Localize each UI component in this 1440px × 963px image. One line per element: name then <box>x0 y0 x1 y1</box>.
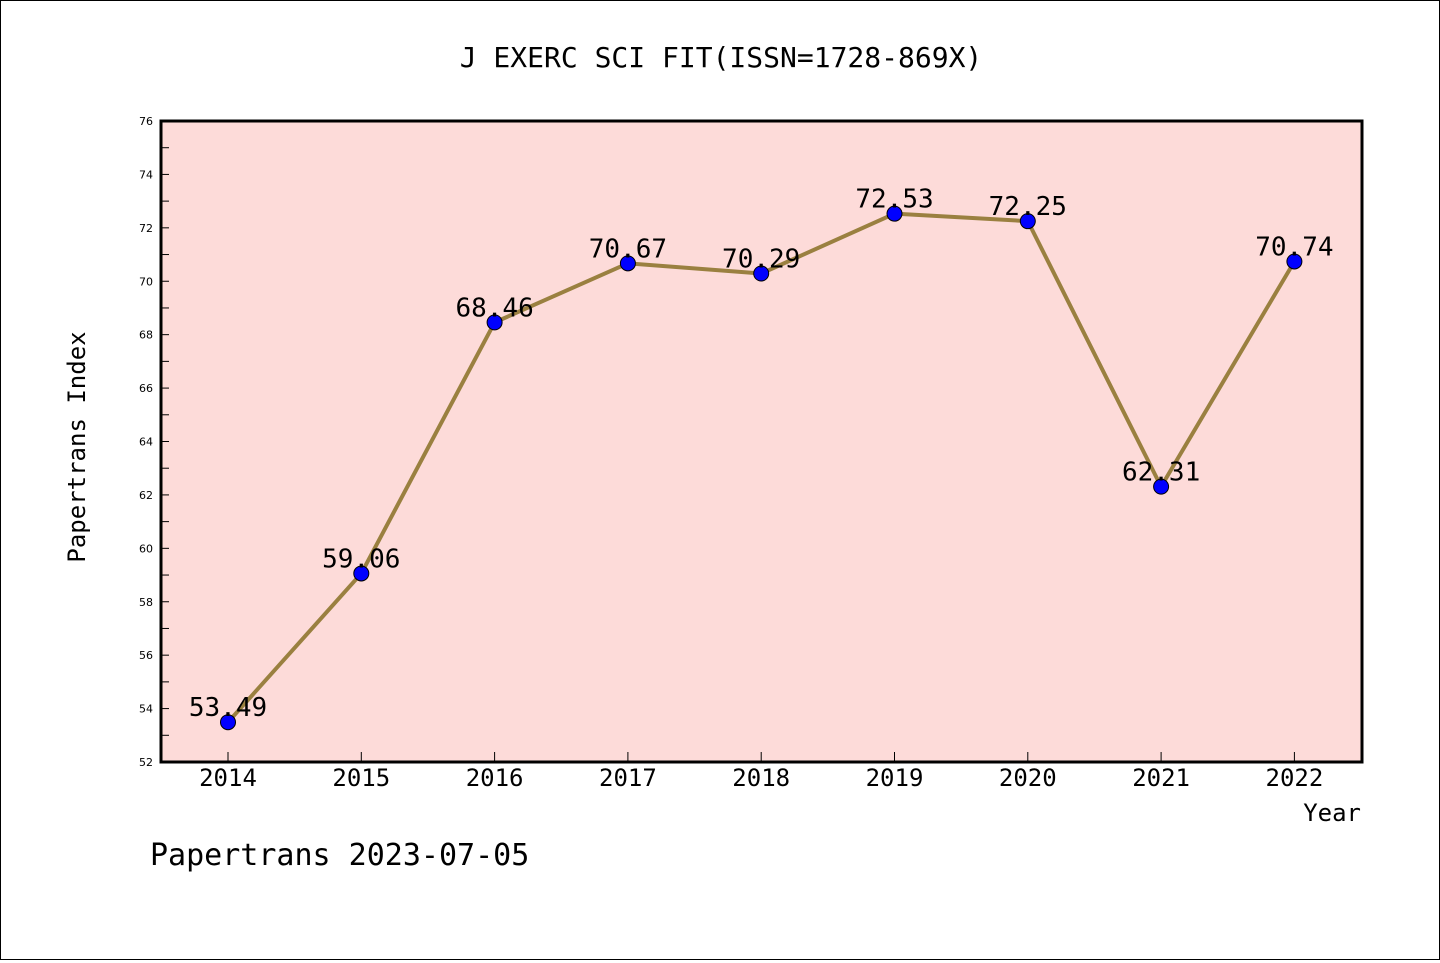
data-point <box>1286 253 1303 270</box>
plot-area <box>159 119 1364 764</box>
x-tick-label: 2018 <box>732 764 790 792</box>
data-point <box>353 565 370 582</box>
data-point <box>619 255 636 272</box>
y-tick-label: 56 <box>139 649 153 662</box>
data-point <box>1019 213 1036 230</box>
y-tick-label: 70 <box>139 275 153 288</box>
data-point <box>886 205 903 222</box>
x-axis: 2014 2015 2016 2017 2018 2019 2020 2021 2022 <box>199 752 1323 792</box>
x-tick-label: 2019 <box>866 764 924 792</box>
data-label: 62.31 <box>1122 458 1200 488</box>
chart-title: J EXERC SCI FIT(ISSN=1728-869X) <box>460 41 983 74</box>
footer-credit: Papertrans 2023-07-05 <box>150 838 529 873</box>
y-tick-label: 72 <box>139 222 153 235</box>
y-tick-label: 62 <box>139 489 153 502</box>
data-label: 59.06 <box>322 544 400 574</box>
x-tick-label: 2015 <box>332 764 390 792</box>
data-label: 68.46 <box>455 293 533 323</box>
x-tick-label: 2021 <box>1132 764 1190 792</box>
x-axis-label: Year <box>1303 799 1361 827</box>
x-tick-label: 2014 <box>199 764 257 792</box>
data-label: 70.74 <box>1255 232 1333 262</box>
y-axis: 52 54 56 58 60 62 64 66 68 70 72 74 76 <box>139 115 169 769</box>
y-tick-label: 64 <box>139 436 153 449</box>
y-tick-label: 68 <box>139 329 153 342</box>
data-label: 53.49 <box>189 693 267 723</box>
y-tick-label: 76 <box>139 115 153 128</box>
y-tick-label: 52 <box>139 756 153 769</box>
y-tick-label: 58 <box>139 596 153 609</box>
data-label: 70.29 <box>722 245 800 275</box>
data-label: 70.67 <box>589 234 667 264</box>
y-tick-label: 54 <box>139 703 153 716</box>
data-point <box>1153 478 1170 495</box>
y-tick-label: 60 <box>139 542 153 555</box>
data-point <box>486 314 503 331</box>
data-label: 72.53 <box>855 185 933 215</box>
y-tick-label: 74 <box>139 168 153 181</box>
y-axis-label: Papertrans Index <box>63 331 91 562</box>
x-tick-label: 2022 <box>1266 764 1324 792</box>
y-tick-label: 66 <box>139 382 153 395</box>
x-tick-label: 2016 <box>466 764 524 792</box>
data-label: 72.25 <box>989 192 1067 222</box>
x-tick-label: 2020 <box>999 764 1057 792</box>
data-point <box>220 714 236 731</box>
data-point <box>753 265 770 282</box>
data-series: 53.49 59.06 68.46 70.67 70.29 72.53 72.25 62.31… <box>189 185 1334 731</box>
x-tick-label: 2017 <box>599 764 657 792</box>
